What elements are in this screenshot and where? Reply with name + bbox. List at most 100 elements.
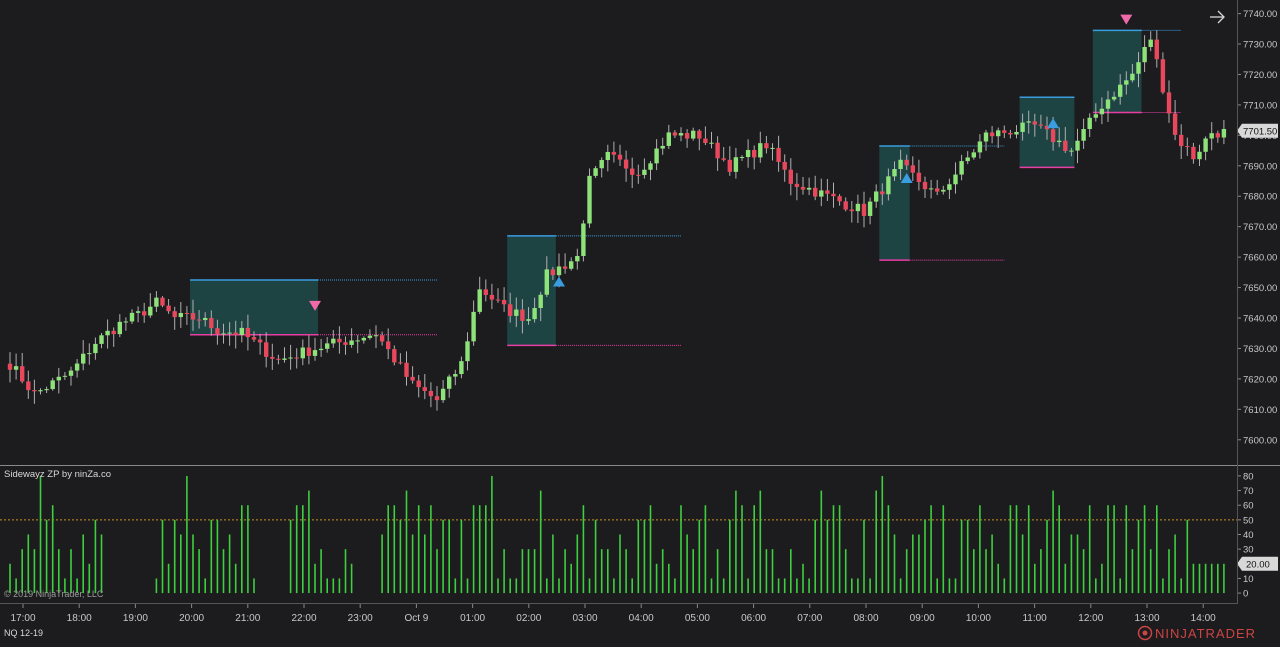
candle-body [861, 203, 867, 216]
candle-body [422, 387, 427, 391]
candle [538, 291, 543, 322]
candle [1069, 147, 1074, 157]
candle-body [941, 189, 946, 192]
time-tick-label: 11:00 [1022, 613, 1047, 624]
candle [569, 257, 574, 271]
candle-body [123, 321, 129, 323]
hist-tick-label: 60 [1243, 501, 1254, 512]
candle-body [1002, 130, 1007, 133]
price-tick-label: 7640.00 [1243, 314, 1277, 325]
candle [440, 379, 446, 403]
candle-body [142, 311, 147, 316]
candle-body [282, 358, 287, 360]
candle [1105, 90, 1111, 122]
candle [904, 154, 909, 170]
candle-body [1044, 125, 1050, 130]
candle-body [233, 332, 238, 335]
candle-body [843, 201, 848, 210]
candle [129, 309, 135, 324]
candle [739, 155, 745, 161]
candle [843, 197, 848, 212]
candle [654, 139, 659, 171]
candle-body [1160, 59, 1166, 93]
candle [733, 147, 739, 179]
last-price-label: 7701.50 [1243, 126, 1277, 137]
candle-body [392, 349, 397, 363]
time-tick-label: 03:00 [572, 613, 597, 624]
candle [196, 309, 202, 329]
candle [428, 382, 434, 408]
candle [1124, 71, 1129, 95]
candle [38, 388, 43, 395]
candle [154, 291, 159, 313]
candle-body [1026, 121, 1031, 123]
candle-body [617, 154, 623, 160]
candle-body [1166, 92, 1172, 114]
candle [459, 356, 464, 379]
candle-body [68, 370, 74, 376]
candles [7, 30, 1227, 411]
candle-body [526, 319, 531, 321]
candle-body [660, 145, 665, 149]
candle [13, 353, 19, 380]
candle-body [483, 289, 488, 295]
candle-body [1203, 138, 1208, 152]
scroll-right-icon[interactable] [1210, 10, 1225, 24]
hist-tick-label: 40 [1243, 530, 1254, 541]
time-tick-label: 18:00 [67, 613, 92, 624]
candle-body [959, 161, 964, 175]
candle [678, 127, 684, 142]
candle [379, 331, 385, 346]
price-tick-label: 7740.00 [1243, 9, 1277, 20]
candle-body [538, 294, 543, 309]
candle [87, 343, 92, 365]
time-tick-label: 22:00 [291, 613, 316, 624]
candle [257, 333, 263, 355]
price-tick-label: 7600.00 [1243, 435, 1277, 446]
candle-body [477, 289, 482, 312]
candle [477, 276, 482, 315]
candle-body [764, 143, 769, 149]
candle-body [727, 159, 732, 172]
hist-tick-label: 30 [1243, 545, 1254, 556]
candle [642, 158, 647, 179]
panel-title: Sidewayz ZP by ninZa.co [4, 469, 111, 480]
candle-body [733, 157, 739, 172]
time-tick-label: 04:00 [629, 613, 654, 624]
zone-box-4 [1092, 30, 1142, 113]
candle-body [636, 174, 641, 176]
candle [1166, 80, 1172, 123]
candle [520, 299, 525, 334]
candle-body [489, 294, 495, 300]
candle-body [318, 348, 324, 351]
candle [806, 177, 812, 196]
candle-body [666, 132, 671, 146]
candle [349, 328, 354, 348]
candle-body [611, 151, 617, 155]
candle [550, 266, 556, 280]
price-tick-label: 7710.00 [1243, 100, 1277, 111]
candle-body [465, 341, 470, 362]
candle-body [1136, 62, 1141, 74]
candle [916, 159, 922, 191]
candle-body [1111, 96, 1117, 100]
candle-body [904, 159, 909, 166]
candle [971, 148, 976, 160]
price-tick-label: 7720.00 [1243, 70, 1277, 81]
candle-body [721, 158, 726, 160]
candle-body [1069, 150, 1074, 152]
candle-body [196, 319, 202, 321]
candle-body [672, 132, 678, 136]
candle [825, 178, 830, 202]
candle-body [642, 169, 647, 175]
histogram [0, 475, 1237, 594]
candle [20, 352, 25, 384]
candle [691, 127, 696, 141]
candle [1185, 137, 1190, 156]
candle-body [697, 130, 702, 139]
candle-body [855, 203, 861, 212]
candle-body [459, 361, 464, 375]
candle-body [148, 306, 153, 316]
